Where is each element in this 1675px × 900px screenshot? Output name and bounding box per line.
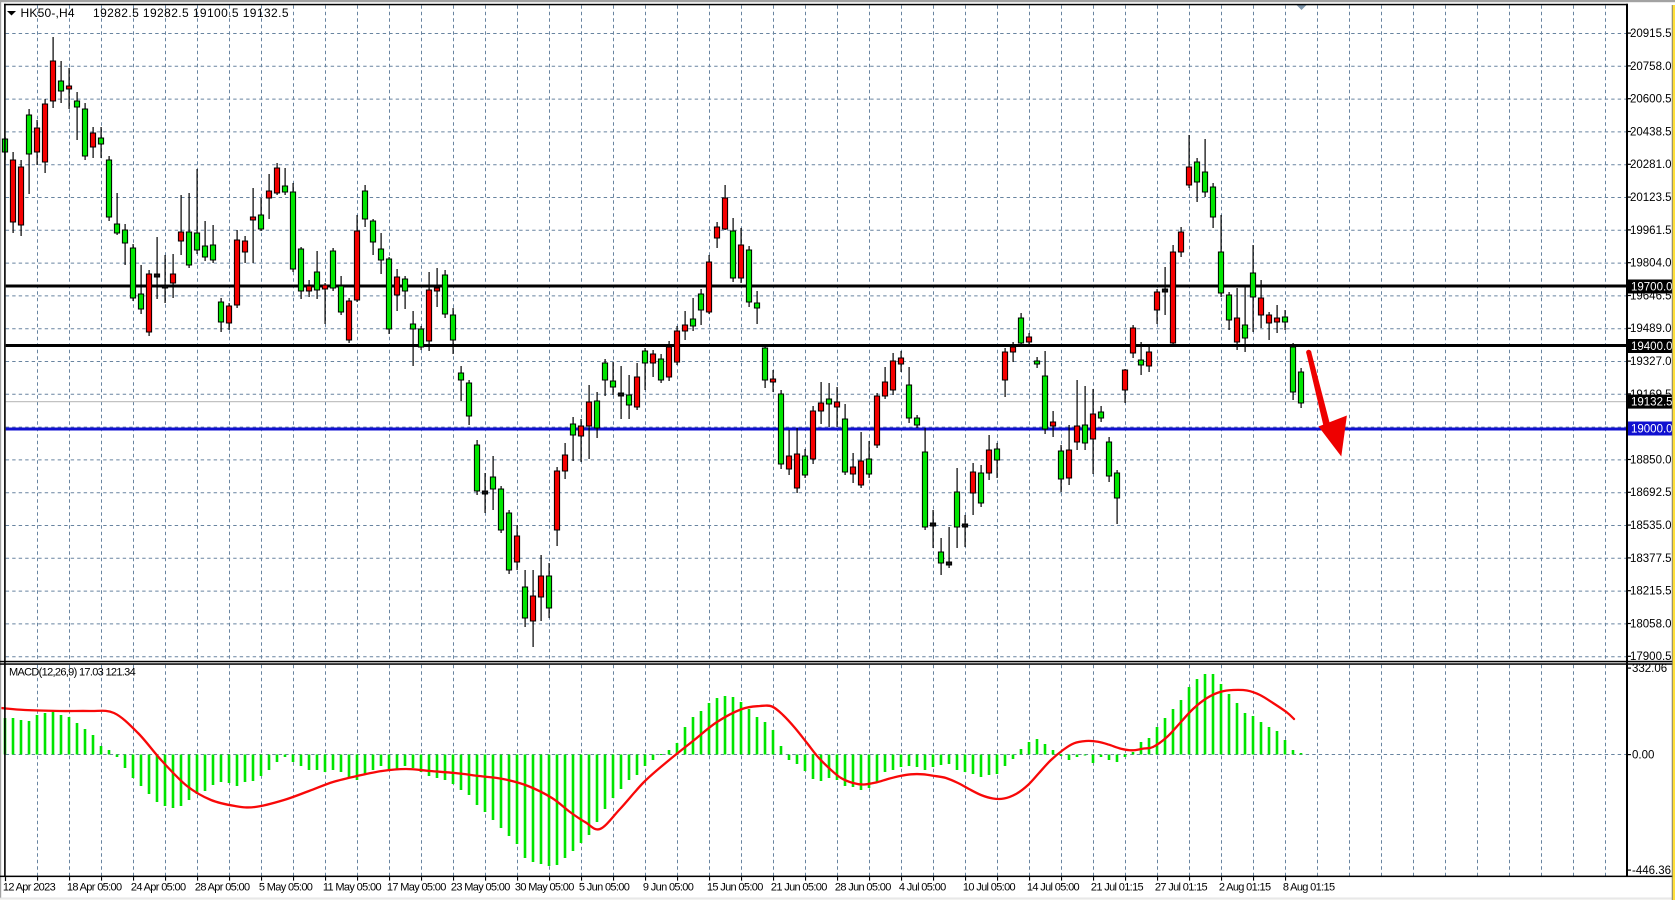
svg-text:18377.5: 18377.5 [1630,553,1672,565]
svg-text:18535.0: 18535.0 [1630,520,1672,532]
svg-text:20281.0: 20281.0 [1630,159,1672,171]
svg-text:18 Apr 05:00: 18 Apr 05:00 [67,882,122,894]
svg-text:21 Jul 01:15: 21 Jul 01:15 [1091,882,1144,894]
svg-text:20758.0: 20758.0 [1630,61,1672,73]
svg-text:8 Aug 01:15: 8 Aug 01:15 [1283,882,1335,894]
svg-text:19282.5 19282.5 19100.5 19132.: 19282.5 19282.5 19100.5 19132.5 [93,6,289,20]
svg-text:30 May 05:00: 30 May 05:00 [515,882,574,894]
svg-text:4 Jul 05:00: 4 Jul 05:00 [899,882,946,894]
svg-text:10 Jul 05:00: 10 Jul 05:00 [963,882,1016,894]
svg-text:19804.0: 19804.0 [1630,258,1672,270]
svg-text:19700.0: 19700.0 [1631,282,1673,294]
svg-text:-446.36: -446.36 [1632,865,1671,877]
svg-text:0.00: 0.00 [1632,750,1654,762]
svg-text:19961.5: 19961.5 [1630,225,1672,237]
svg-text:15 Jun 05:00: 15 Jun 05:00 [707,882,763,894]
svg-text:20123.5: 20123.5 [1630,192,1672,204]
svg-text:HK50-,H4: HK50-,H4 [21,6,75,20]
svg-text:19489.0: 19489.0 [1630,323,1672,335]
svg-text:18058.0: 18058.0 [1630,618,1672,630]
svg-text:MACD(12,26,9) 17.03 121.34: MACD(12,26,9) 17.03 121.34 [9,667,136,679]
svg-text:19400.0: 19400.0 [1631,341,1673,353]
svg-text:11 May 05:00: 11 May 05:00 [323,882,382,894]
svg-text:20438.5: 20438.5 [1630,126,1672,138]
svg-text:19000.0: 19000.0 [1631,424,1673,436]
svg-text:5 Jun 05:00: 5 Jun 05:00 [579,882,630,894]
svg-text:23 May 05:00: 23 May 05:00 [451,882,510,894]
svg-text:17 May 05:00: 17 May 05:00 [387,882,446,894]
svg-text:20600.5: 20600.5 [1630,94,1672,106]
svg-text:332.06: 332.06 [1632,663,1667,675]
svg-text:28 Apr 05:00: 28 Apr 05:00 [195,882,250,894]
svg-text:5 May 05:00: 5 May 05:00 [259,882,313,894]
svg-text:14 Jul 05:00: 14 Jul 05:00 [1027,882,1080,894]
svg-text:28 Jun 05:00: 28 Jun 05:00 [835,882,891,894]
svg-text:9 Jun 05:00: 9 Jun 05:00 [643,882,694,894]
svg-text:19132.5: 19132.5 [1631,397,1673,409]
svg-text:2 Aug 01:15: 2 Aug 01:15 [1219,882,1271,894]
svg-text:18850.0: 18850.0 [1630,454,1672,466]
svg-text:20915.5: 20915.5 [1630,28,1672,40]
svg-text:18215.5: 18215.5 [1630,586,1672,598]
svg-text:18692.5: 18692.5 [1630,487,1672,499]
svg-text:17900.5: 17900.5 [1630,651,1672,663]
svg-text:27 Jul 01:15: 27 Jul 01:15 [1155,882,1208,894]
svg-text:12 Apr 2023: 12 Apr 2023 [3,882,56,894]
svg-text:19327.0: 19327.0 [1630,356,1672,368]
svg-text:21 Jun 05:00: 21 Jun 05:00 [771,882,827,894]
svg-text:24 Apr 05:00: 24 Apr 05:00 [131,882,186,894]
